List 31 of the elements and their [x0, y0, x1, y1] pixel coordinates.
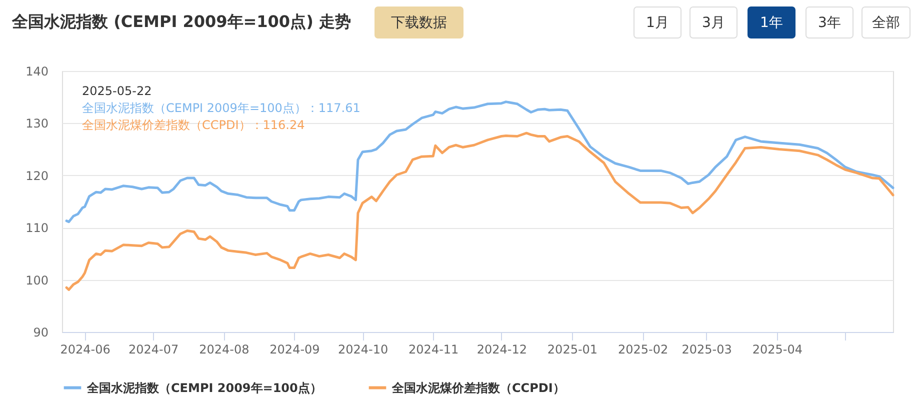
y-tick-label: 140 — [26, 64, 48, 78]
x-tick-label: 2025-02 — [618, 342, 668, 356]
text: 3年 — [818, 15, 841, 31]
x-tick-label: 2024-06 — [60, 342, 110, 356]
text: 3月 — [702, 15, 725, 31]
y-tick-label: 110 — [26, 221, 48, 236]
x-tick-label: 2024-11 — [408, 342, 459, 356]
legend-label: 全国水泥指数（CEMPI 2009年=100点） — [86, 380, 322, 395]
x-tick-label: 2024-10 — [338, 342, 388, 356]
annotation: 全国水泥指数（CEMPI 2009年=100点）：117.61 — [82, 101, 360, 115]
y-tick-label: 90 — [33, 326, 48, 340]
text: 全部 — [872, 15, 900, 31]
annotation: 全国水泥煤价差指数（CCPDI）：116.24 — [82, 118, 305, 132]
line-series — [65, 132, 894, 291]
text: 1月 — [646, 15, 669, 31]
text: 下载数据 — [391, 15, 447, 31]
y-tick-label: 120 — [26, 168, 48, 183]
x-tick-label: 2024-09 — [270, 342, 320, 356]
x-tick-label: 2024-08 — [199, 342, 250, 356]
y-tick-label: 130 — [26, 116, 48, 131]
annotation: 2025-05-22 — [82, 84, 152, 98]
y-tick-label: 100 — [26, 273, 48, 288]
text: 1年 — [760, 15, 783, 31]
x-tick-label: 2025-01 — [547, 342, 598, 356]
x-tick-label: 2024-12 — [476, 342, 527, 356]
x-tick-label: 2025-04 — [752, 342, 802, 356]
line-series — [65, 100, 894, 224]
chart-title: 全国水泥指数 (CEMPI 2009年=100点) 走势 — [11, 12, 351, 31]
legend-label: 全国水泥煤价差指数（CCPDI） — [391, 380, 565, 395]
x-tick-label: 2025-03 — [682, 342, 732, 356]
x-tick-label: 2024-07 — [128, 342, 179, 356]
